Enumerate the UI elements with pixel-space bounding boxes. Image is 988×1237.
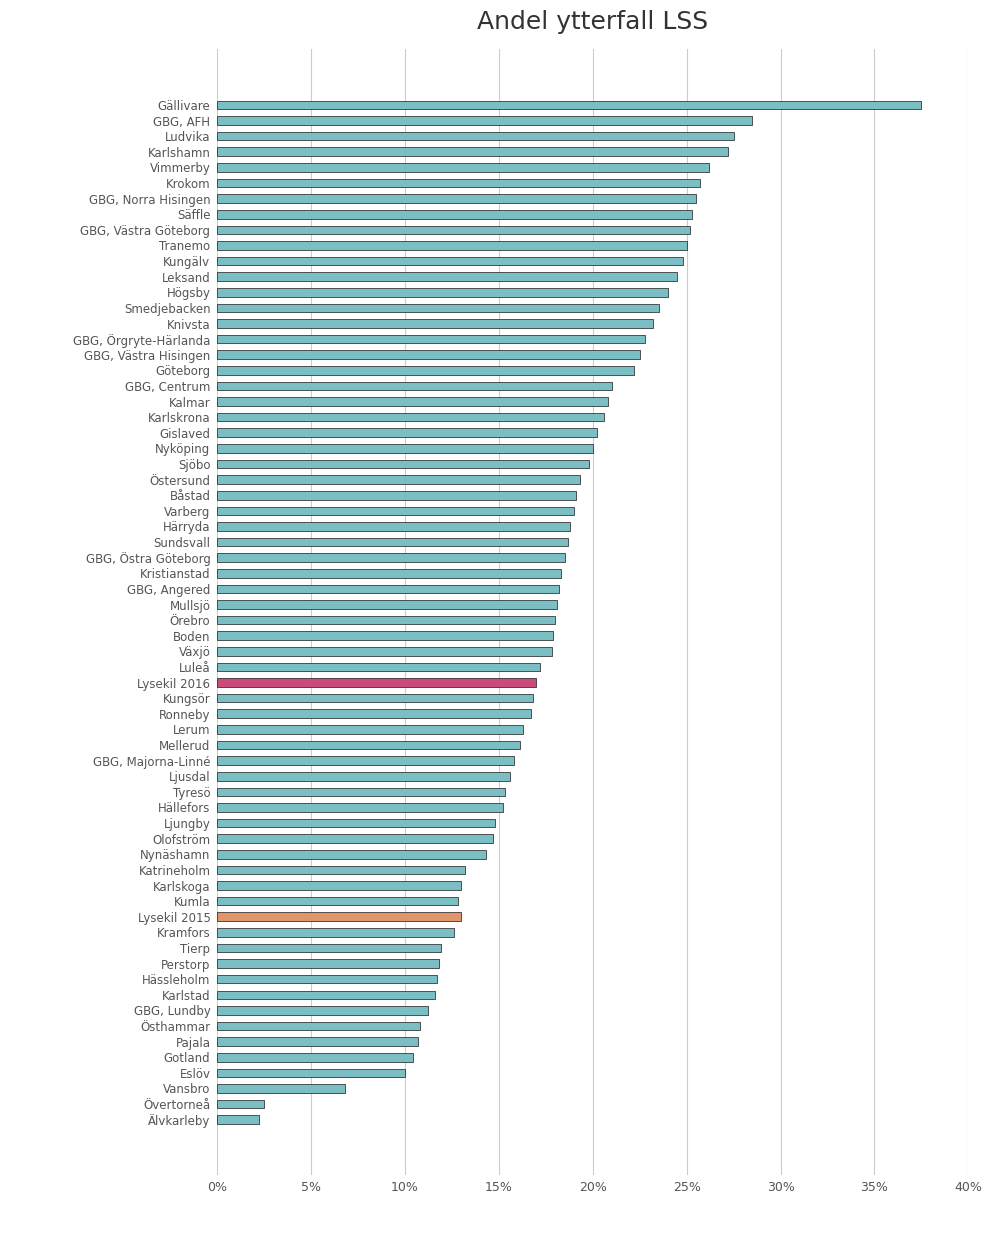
Bar [217,178,700,187]
Bar [217,897,457,905]
Title: Andel ytterfall LSS: Andel ytterfall LSS [477,10,708,33]
Bar [217,553,564,562]
Bar [217,1069,405,1077]
Bar [217,350,639,359]
Bar [217,569,561,578]
Bar [217,741,520,750]
Bar [217,647,551,656]
Bar [217,132,733,141]
Bar [217,147,728,156]
Bar [217,866,465,875]
Bar [217,585,559,594]
Bar [217,710,531,719]
Bar [217,835,493,842]
Bar [217,772,510,781]
Bar [217,756,514,764]
Bar [217,944,441,952]
Bar [217,506,574,515]
Bar [217,460,589,469]
Bar [217,382,612,390]
Bar [217,1084,345,1092]
Bar [217,366,634,375]
Bar [217,1006,428,1014]
Bar [217,522,570,531]
Bar [217,210,693,219]
Bar [217,725,524,734]
Bar [217,850,486,858]
Bar [217,163,709,172]
Bar [217,397,608,406]
Bar [217,881,461,889]
Bar [217,959,439,967]
Bar [217,225,691,234]
Bar [217,1116,259,1124]
Bar [217,413,604,422]
Bar [217,491,576,500]
Bar [217,303,658,312]
Bar [217,788,505,797]
Bar [217,444,593,453]
Bar [217,616,555,625]
Bar [217,1053,413,1061]
Bar [217,116,753,125]
Bar [217,475,580,484]
Bar [217,913,461,922]
Bar [217,631,553,640]
Bar [217,803,503,811]
Bar [217,194,696,203]
Bar [217,1022,420,1030]
Bar [217,975,437,983]
Bar [217,257,683,266]
Bar [217,288,668,297]
Bar [217,1038,418,1047]
Bar [217,100,921,109]
Bar [217,1100,264,1108]
Bar [217,694,533,703]
Bar [217,991,435,999]
Bar [217,663,540,672]
Bar [217,819,495,828]
Bar [217,335,645,344]
Bar [217,428,597,437]
Bar [217,600,557,609]
Bar [217,538,568,547]
Bar [217,678,536,687]
Bar [217,928,453,936]
Bar [217,319,653,328]
Bar [217,272,678,281]
Bar [217,241,687,250]
